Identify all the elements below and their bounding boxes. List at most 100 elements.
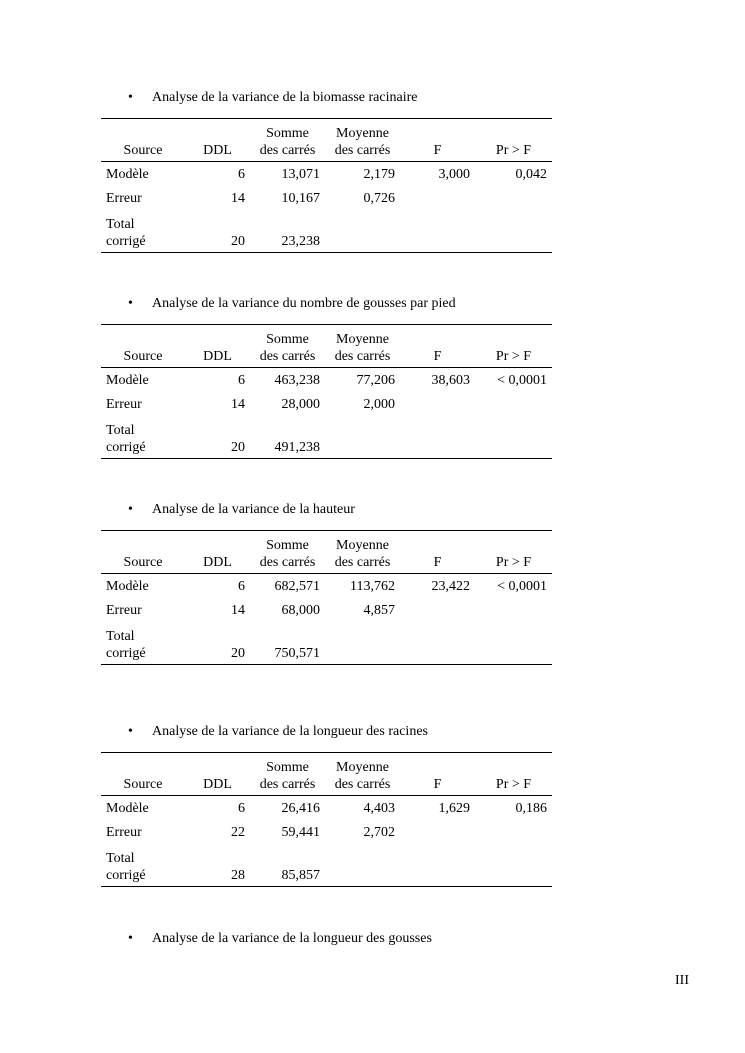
header-line: F (433, 555, 442, 570)
cell: 682,571 (274, 578, 321, 594)
column-header: Moyenne des carrés (325, 324, 400, 368)
section-title: • Analyse de la variance de la longueur d… (101, 722, 552, 742)
bullet: • (128, 724, 133, 739)
cell (475, 186, 552, 210)
header-line: Somme (266, 126, 309, 141)
table-row: Total corrigé 20 491,238 (101, 416, 552, 459)
header-line: F (433, 143, 442, 158)
row-label: Total corrigé (101, 210, 185, 253)
header-row: Source DDL Somme des carrés Moyenne des carré… (101, 324, 552, 368)
table-row: Modèle 6 26,416 4,403 1,629 0,186 (101, 796, 552, 821)
cell-line: corrigé (106, 440, 146, 455)
section-title: • Analyse de la variance de la longueur d… (101, 929, 552, 949)
header-row: Source DDL Somme des carrés Moyenne des carré… (101, 752, 552, 796)
title-text: Analyse de la variance du nombre de gous… (152, 296, 456, 311)
cell: 0,042 (515, 166, 548, 182)
cell (400, 186, 475, 210)
section: • Analyse de la variance de la biomasse r… (101, 88, 552, 253)
row-label: Total corrigé (101, 416, 185, 459)
column-header: Moyenne des carrés (325, 530, 400, 574)
section-title: • Analyse de la variance du nombre de gou… (101, 294, 552, 314)
cell: 750,571 (274, 646, 321, 661)
cell (475, 210, 552, 253)
section: • Analyse de la variance de la longueur d… (101, 929, 552, 949)
table-row: Erreur 14 28,000 2,000 (101, 392, 552, 416)
header-line: DDL (203, 143, 232, 158)
header-line: des carrés (334, 143, 391, 158)
bullet: • (128, 90, 133, 105)
cell (475, 844, 552, 887)
cell: 0,186 (515, 800, 548, 816)
cell: < 0,0001 (497, 578, 547, 594)
column-header: Somme des carrés (250, 118, 325, 162)
cell: 1,629 (438, 800, 471, 816)
table-row: Total corrigé 28 85,857 (101, 844, 552, 887)
cell: 23,238 (281, 234, 321, 249)
header-line: Moyenne (336, 538, 389, 553)
cell: 23,422 (431, 578, 471, 594)
header-line: Pr > F (495, 777, 532, 792)
cell (400, 392, 475, 416)
header-line: Moyenne (336, 760, 389, 775)
header-line: Somme (266, 332, 309, 347)
cell (400, 416, 475, 459)
cell: 20 (231, 646, 245, 661)
header-line: DDL (203, 555, 232, 570)
cell: 59,441 (281, 824, 321, 840)
cell (325, 844, 400, 887)
cell (475, 416, 552, 459)
section: • Analyse de la variance du nombre de gou… (101, 294, 552, 459)
section: • Analyse de la variance de la longueur d… (101, 722, 552, 887)
column-header: Pr > F (475, 530, 552, 574)
header-line: DDL (203, 777, 232, 792)
header-line: des carrés (334, 777, 391, 792)
bullet: • (128, 931, 133, 946)
section-title: • Analyse de la variance de la hauteur (101, 500, 552, 520)
column-header: Pr > F (475, 118, 552, 162)
header-line: Source (123, 777, 163, 792)
anova-table: Source DDL Somme des carrés Moyenne des carré… (101, 324, 552, 459)
header-row: Source DDL Somme des carrés Moyenne des carré… (101, 530, 552, 574)
cell: 463,238 (274, 372, 321, 388)
cell (325, 622, 400, 665)
header-line: Pr > F (495, 555, 532, 570)
header-line: Moyenne (336, 126, 389, 141)
cell (475, 598, 552, 622)
cell: 38,603 (431, 372, 471, 388)
cell-line: corrigé (106, 234, 146, 249)
cell (400, 598, 475, 622)
cell: 4,857 (363, 602, 396, 618)
table-row: Erreur 14 68,000 4,857 (101, 598, 552, 622)
row-label: Erreur (106, 824, 142, 840)
cell-line: Total (106, 217, 135, 232)
cell: 14 (231, 602, 245, 618)
anova-table: Source DDL Somme des carrés Moyenne des carré… (101, 530, 552, 665)
cell (475, 820, 552, 844)
table-row: Modèle 6 682,571 113,762 23,422 < 0,0001 (101, 574, 552, 599)
column-header: Somme des carrés (250, 530, 325, 574)
cell: 20 (231, 234, 245, 249)
cell: 13,071 (281, 166, 321, 182)
bullet: • (128, 296, 133, 311)
cell: 22 (231, 824, 245, 840)
cell: 10,167 (281, 190, 321, 206)
column-header: Moyenne des carrés (325, 118, 400, 162)
header-line: des carrés (259, 555, 316, 570)
title-text: Analyse de la variance de la longueur de… (152, 724, 428, 739)
cell (325, 210, 400, 253)
bullet: • (128, 502, 133, 517)
header-line: des carrés (259, 143, 316, 158)
row-label: Modèle (106, 372, 149, 388)
cell: 20 (231, 440, 245, 455)
title-text: Analyse de la variance de la longueur de… (152, 931, 432, 946)
column-header: F (400, 752, 475, 796)
column-header: Pr > F (475, 324, 552, 368)
cell (400, 844, 475, 887)
cell: 6 (238, 578, 245, 594)
section-title: • Analyse de la variance de la biomasse r… (101, 88, 552, 108)
cell: 77,206 (356, 372, 396, 388)
table-row: Modèle 6 463,238 77,206 38,603 < 0,0001 (101, 368, 552, 393)
row-label: Modèle (106, 166, 149, 182)
cell: 85,857 (281, 868, 321, 883)
cell (400, 622, 475, 665)
